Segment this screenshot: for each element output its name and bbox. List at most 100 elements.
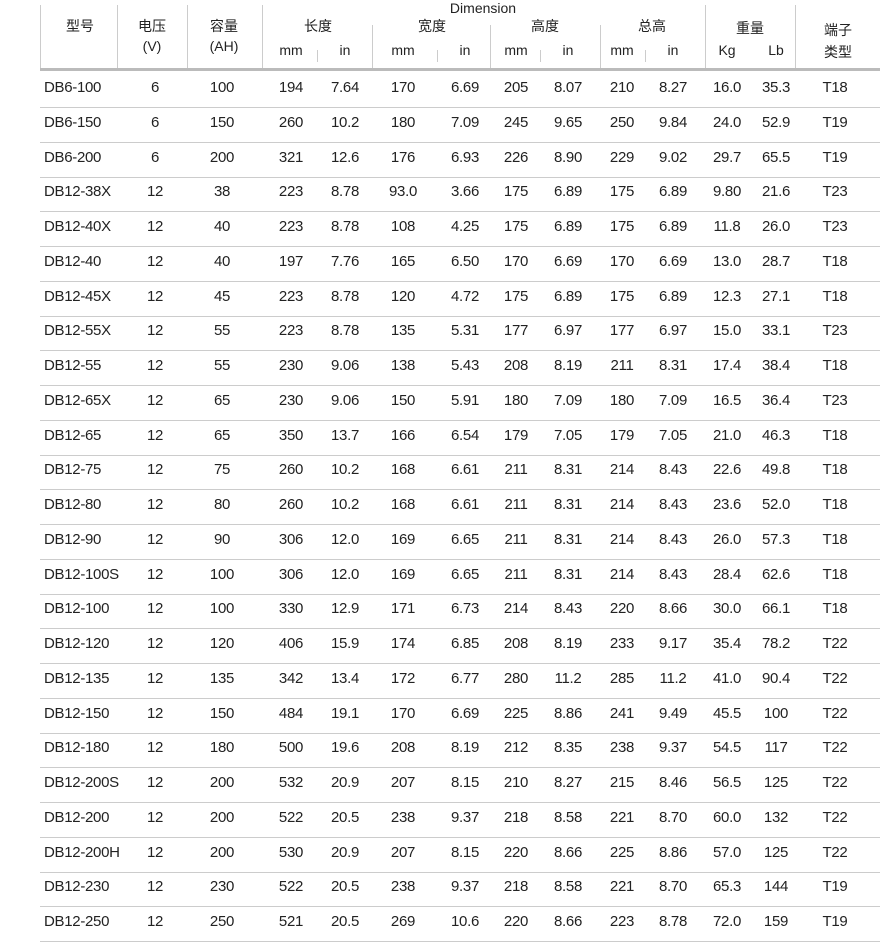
cell-model: DB12-150 [44,704,110,722]
cell-model: DB12-180 [44,739,110,757]
cell-length-in: 20.5 [331,808,359,826]
cell-weight-lb: 125 [763,843,789,861]
table-row: DB12-200H 12 200 530 20.9 207 8.15 220 8.66 225 8.… [40,836,880,873]
cell-terminal: T18 [822,252,848,270]
cell-total-height-in: 7.05 [659,426,687,444]
cell-model: DB12-75 [44,461,102,479]
cell-height-in: 6.89 [554,287,582,305]
height-header: 高度 [531,18,559,34]
cell-length-mm: 321 [278,148,304,166]
cell-capacity: 135 [209,669,235,687]
table-row: DB12-45X 12 45 223 8.78 120 4.72 175 6.89 175 6.89… [40,280,880,317]
cell-terminal: T23 [822,183,848,201]
cell-length-in: 7.64 [331,79,359,96]
cell-length-in: 19.1 [331,704,359,722]
cell-weight-kg: 54.5 [713,739,741,757]
cell-weight-lb: 36.4 [762,391,790,409]
cell-length-mm: 230 [278,357,304,374]
cell-weight-lb: 100 [763,704,789,722]
cell-total-height-in: 8.70 [659,808,687,826]
cell-width-mm: 170 [390,704,416,722]
cell-terminal: T18 [822,496,848,513]
cell-model: DB12-250 [44,913,110,930]
cell-length-in: 20.5 [331,913,359,930]
table-row: DB12-230 12 230 522 20.5 238 9.37 218 8.58 221 8.7… [40,870,880,908]
unit-header-mm: mm [391,42,415,58]
cell-length-mm: 342 [278,669,304,687]
cell-width-mm: 135 [390,322,416,340]
cell-width-in: 6.65 [451,565,479,583]
cell-weight-kg: 26.0 [713,530,741,548]
cell-terminal: T22 [822,635,848,652]
cell-weight-kg: 29.7 [713,148,741,166]
cell-width-in: 6.85 [451,635,479,652]
cell-length-in: 10.2 [331,113,359,131]
unit-header-lb: Lb [768,42,784,58]
cell-height-mm: 208 [503,635,529,652]
cell-total-height-mm: 233 [609,635,635,652]
cell-capacity: 40 [213,252,231,270]
cell-total-height-mm: 221 [609,878,635,896]
cell-terminal: T18 [822,565,848,583]
cell-height-mm: 175 [503,287,529,305]
cell-length-in: 12.6 [331,148,359,166]
cell-weight-kg: 28.4 [713,565,741,583]
cell-length-in: 12.9 [331,600,359,618]
cell-total-height-in: 8.43 [659,496,687,513]
cell-width-mm: 108 [390,218,416,235]
cell-length-mm: 223 [278,322,304,340]
cell-weight-lb: 35.3 [762,79,790,96]
unit-header-in: in [667,42,679,58]
cell-total-height-in: 8.46 [659,774,687,791]
cell-height-in: 6.89 [554,218,582,235]
cell-height-in: 8.19 [554,635,582,652]
cell-width-mm: 150 [390,391,416,409]
cell-weight-kg: 65.3 [713,878,741,896]
cell-height-in: 11.2 [554,669,582,687]
cell-model: DB12-230 [44,878,110,896]
capacity-header: 容量 [210,18,238,34]
cell-width-in: 6.54 [451,426,479,444]
cell-width-in: 4.72 [451,287,479,305]
cell-voltage: 12 [146,391,164,409]
cell-height-in: 8.31 [554,565,582,583]
cell-model: DB12-40X [44,218,111,235]
cell-weight-lb: 46.3 [762,426,790,444]
cell-model: DB12-65X [44,391,111,409]
cell-width-in: 9.37 [451,878,479,896]
table-row: DB12-55 12 55 230 9.06 138 5.43 208 8.19 211 8.31 1… [40,349,880,386]
cell-capacity: 150 [209,704,235,722]
cell-width-mm: 174 [390,635,416,652]
table-row: DB12-55X 12 55 223 8.78 135 5.31 177 6.97 177 6.97… [40,314,880,352]
cell-total-height-in: 8.43 [659,530,687,548]
cell-model: DB12-200H [44,843,120,861]
cell-width-mm: 238 [390,878,416,896]
cell-width-mm: 170 [390,79,416,96]
cell-width-in: 8.19 [451,739,479,757]
cell-height-in: 8.31 [554,496,582,513]
cell-model: DB12-200 [44,808,110,826]
cell-total-height-in: 8.78 [659,913,687,930]
cell-voltage: 12 [146,669,164,687]
cell-width-mm: 138 [390,357,416,374]
cell-capacity: 200 [209,843,235,861]
table-row: DB12-75 12 75 260 10.2 168 6.61 211 8.31 214 8.43 2… [40,453,880,491]
cell-voltage: 12 [146,426,164,444]
cell-length-mm: 194 [278,79,304,96]
cell-length-in: 8.78 [331,183,359,201]
cell-height-mm: 175 [503,183,529,201]
cell-weight-kg: 72.0 [713,913,741,930]
cell-model: DB12-100 [44,600,110,618]
table-row: DB12-200S 12 200 532 20.9 207 8.15 210 8.27 215 8.… [40,766,880,803]
cell-terminal: T18 [822,79,848,96]
terminal-header: 端子 [824,22,852,38]
unit-header-in: in [339,42,351,58]
cell-total-height-in: 9.84 [659,113,687,131]
table-row: DB12-250 12 250 521 20.5 269 10.6 220 8.66 223 8.7… [40,905,880,942]
table-row: DB12-40X 12 40 223 8.78 108 4.25 175 6.89 175 6.89… [40,210,880,247]
cell-width-in: 8.15 [451,843,479,861]
model-header: 型号 [66,18,94,34]
cell-total-height-in: 8.70 [659,878,687,896]
cell-total-height-mm: 211 [610,357,634,374]
cell-voltage: 12 [146,461,164,479]
